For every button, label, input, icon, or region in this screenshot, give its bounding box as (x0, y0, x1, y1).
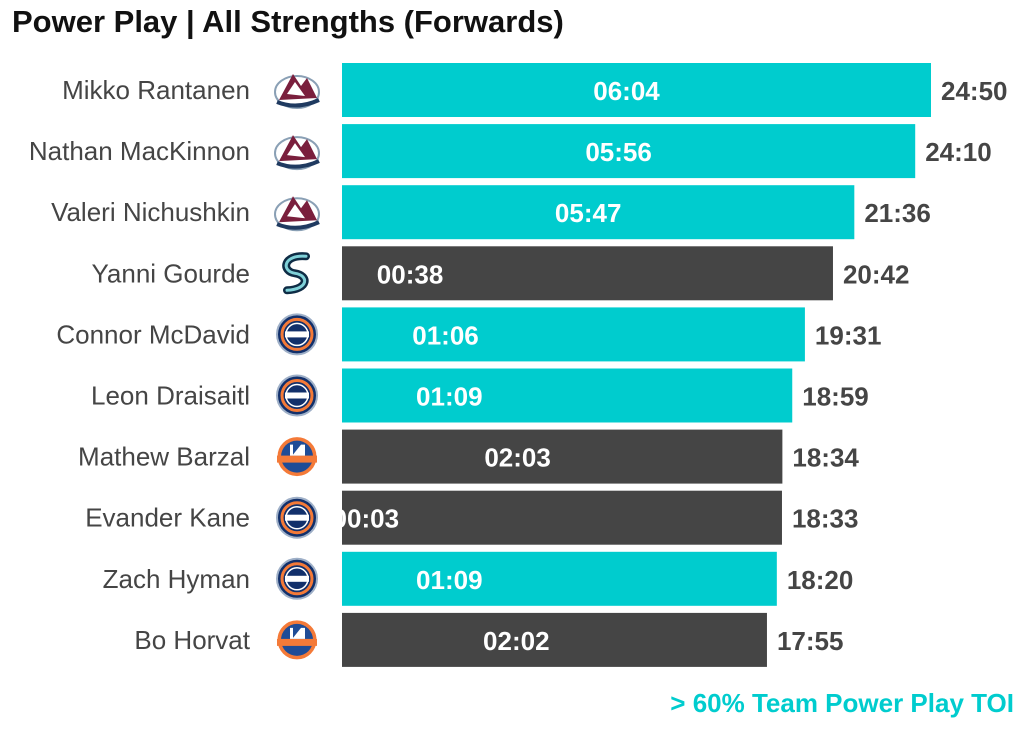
total-toi-label: 19:31 (815, 320, 882, 350)
bar (342, 246, 833, 301)
total-toi-label: 20:42 (843, 259, 910, 289)
bar-row: Leon Draisaitl 01:09 18:59 (91, 368, 869, 423)
bar (342, 612, 767, 667)
pp-toi-label: 00:03 (333, 504, 400, 534)
pp-toi-label: 01:06 (412, 320, 479, 350)
islanders-logo-icon (276, 436, 318, 478)
bar (342, 429, 783, 484)
bar (342, 185, 855, 240)
player-name-label: Valeri Nichushkin (51, 197, 250, 227)
player-name-label: Mikko Rantanen (62, 75, 250, 105)
total-toi-label: 18:34 (792, 443, 859, 473)
player-name-label: Zach Hyman (103, 564, 250, 594)
total-toi-label: 17:55 (777, 626, 844, 656)
bar-row: Bo Horvat 02:02 17:55 (134, 612, 844, 667)
pp-toi-label: 00:38 (377, 259, 444, 289)
oilers-logo-icon (276, 313, 318, 356)
player-name-label: Connor McDavid (56, 319, 250, 349)
bar (342, 368, 793, 423)
bar-row: Valeri Nichushkin 05:47 21:36 (51, 185, 931, 240)
legend-note: > 60% Team Power Play TOI (670, 688, 1014, 718)
pp-toi-label: 01:09 (416, 382, 483, 412)
bar-row: Yanni Gourde 00:38 20:42 (91, 246, 910, 301)
pp-toi-label: 05:56 (585, 137, 652, 167)
total-toi-label: 24:10 (925, 137, 992, 167)
chart-title: Power Play | All Strengths (Forwards) (12, 4, 564, 39)
pp-toi-label: 06:04 (593, 76, 660, 106)
bar-row: Mathew Barzal 02:03 18:34 (78, 429, 859, 484)
oilers-logo-icon (276, 496, 318, 539)
oilers-logo-icon (276, 557, 318, 600)
islanders-logo-icon (276, 619, 318, 661)
bar (342, 551, 777, 606)
bar-row: Connor McDavid 01:06 19:31 (56, 307, 882, 362)
player-name-label: Nathan MacKinnon (29, 136, 250, 166)
avalanche-logo-icon (274, 196, 320, 232)
bar-row: Mikko Rantanen 06:04 24:50 (62, 63, 1008, 117)
pp-toi-label: 02:03 (484, 443, 551, 473)
oilers-logo-icon (276, 374, 318, 417)
total-toi-label: 18:33 (792, 504, 859, 534)
pp-toi-label: 01:09 (416, 565, 483, 595)
bar (342, 307, 805, 362)
avalanche-logo-icon (274, 135, 320, 171)
kraken-logo-icon (282, 252, 310, 295)
total-toi-label: 21:36 (864, 198, 931, 228)
bar (342, 490, 782, 545)
pp-toi-label: 02:02 (483, 626, 550, 656)
pp-toi-label: 05:47 (555, 198, 622, 228)
player-name-label: Bo Horvat (134, 625, 250, 655)
bar (342, 63, 931, 117)
total-toi-label: 18:59 (802, 382, 869, 412)
total-toi-label: 18:20 (787, 565, 854, 595)
total-toi-label: 24:50 (941, 76, 1008, 106)
bar-row: Evander Kane 00:03 18:33 (85, 490, 859, 545)
bar-row: Nathan MacKinnon 05:56 24:10 (29, 124, 992, 179)
bar-row: Zach Hyman 01:09 18:20 (103, 551, 854, 606)
avalanche-logo-icon (274, 74, 320, 109)
player-name-label: Leon Draisaitl (91, 381, 250, 411)
player-name-label: Yanni Gourde (91, 258, 250, 288)
player-name-label: Evander Kane (85, 503, 250, 533)
bar (342, 124, 916, 179)
player-name-label: Mathew Barzal (78, 442, 250, 472)
